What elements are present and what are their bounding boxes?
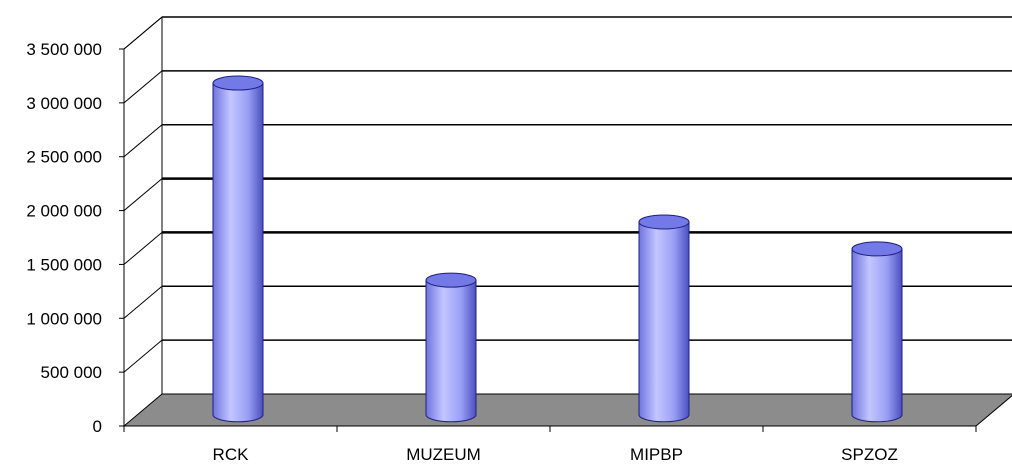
gridline-side (123, 285, 163, 319)
x-tick-label: MIPBP (630, 445, 683, 464)
y-tick-label: 0 (93, 417, 102, 436)
bar-top (638, 214, 690, 230)
gridline-side (123, 124, 163, 158)
bar-cylinder (425, 272, 477, 423)
y-tick-label: 1 000 000 (26, 309, 102, 328)
x-axis: RCK MUZEUM MIPBP SPZOZ (123, 425, 977, 464)
bar-body (212, 82, 264, 423)
gridline-side (123, 70, 163, 104)
y-axis: 0 500 000 1 000 000 1 500 000 2 000 000 2 500… (26, 40, 125, 436)
bar-body (638, 221, 690, 423)
gridlines (123, 16, 1012, 373)
gridline-side (123, 16, 163, 50)
bar-cylinder (638, 214, 690, 423)
bar-top (851, 241, 903, 257)
y-tick-label: 500 000 (41, 363, 102, 382)
y-tick-label: 2 500 000 (26, 148, 102, 167)
y-tick-label: 2 000 000 (26, 202, 102, 221)
y-tick-label: 3 500 000 (26, 40, 102, 59)
x-tick-label: MUZEUM (406, 445, 481, 464)
gridline-side (123, 232, 163, 265)
bars (212, 75, 903, 423)
x-tick-label: RCK (213, 445, 250, 464)
y-tick-label: 3 000 000 (26, 94, 102, 113)
gridline-side (123, 339, 163, 373)
bar-top (425, 272, 477, 288)
bar-top (212, 75, 264, 91)
y-tick-label: 1 500 000 (26, 255, 102, 274)
bar-cylinder (212, 75, 264, 423)
bar-cylinder (851, 241, 903, 423)
bar-body (425, 279, 477, 423)
bar-body (851, 248, 903, 423)
x-tick-label: SPZOZ (841, 445, 898, 464)
gridline-side (123, 178, 163, 211)
